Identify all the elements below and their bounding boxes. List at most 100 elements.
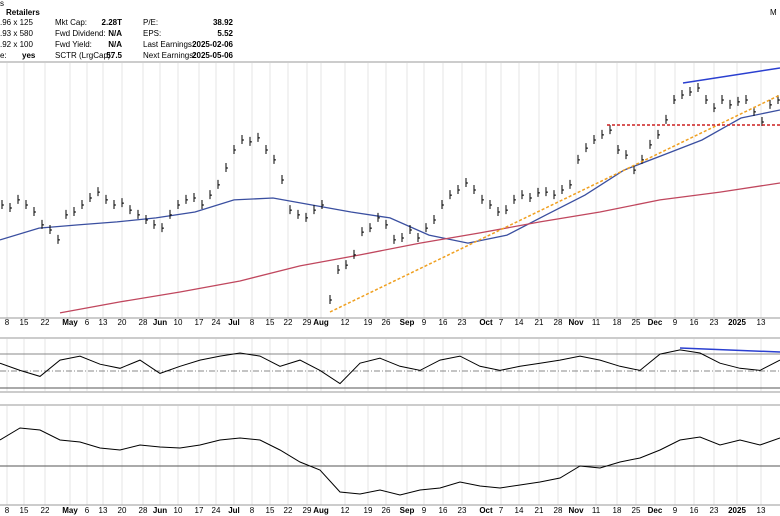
x-tick-label: 6 [85, 506, 90, 515]
x-tick-label: 18 [613, 506, 622, 515]
x-tick-label: 22 [41, 318, 50, 327]
price-bar [41, 219, 44, 229]
price-bar [281, 175, 284, 185]
price-bar [721, 95, 724, 105]
price-bar [49, 224, 52, 234]
price-bar [425, 223, 428, 233]
price-bar [209, 190, 212, 200]
price-bar [505, 205, 508, 215]
price-bar [89, 193, 92, 203]
price-bar [705, 95, 708, 105]
x-tick-label: 14 [515, 506, 524, 515]
x-tick-label: 21 [535, 318, 544, 327]
grid [6, 63, 762, 505]
price-bar [81, 199, 84, 209]
x-tick-label: 9 [673, 318, 678, 327]
price-panel [0, 61, 780, 319]
x-tick-label: Oct [479, 318, 493, 327]
price-bar [193, 193, 196, 203]
x-tick-label: Sep [400, 318, 415, 327]
price-bar [649, 139, 652, 149]
x-tick-label: 12 [341, 506, 350, 515]
x-tick-label: 18 [613, 318, 622, 327]
x-tick-label: 9 [422, 318, 427, 327]
x-tick-label: 11 [592, 506, 601, 515]
rsi-trendline [679, 347, 780, 353]
header-left: .96 x 125 [0, 18, 33, 27]
x-tick-label: 16 [439, 506, 448, 515]
x-tick-label: 2025 [728, 318, 746, 327]
price-bar [513, 194, 516, 204]
field-value: 2025-05-06 [192, 51, 233, 60]
marks [0, 82, 780, 496]
price-bar [249, 136, 252, 146]
price-bar [65, 209, 68, 219]
price-bar [681, 89, 684, 99]
x-tick-label: 22 [284, 318, 293, 327]
x-tick-label: 16 [690, 318, 699, 327]
x-tick-label: Jul [228, 506, 240, 515]
x-tick-label: 15 [266, 318, 275, 327]
indicator-line [0, 349, 780, 385]
price-bar [729, 99, 732, 109]
x-tick-label: 10 [174, 318, 183, 327]
x-tick-label: 23 [458, 506, 467, 515]
support-trendline [329, 94, 780, 313]
x-tick-label: May [62, 506, 78, 515]
corner-fragment: M [770, 8, 777, 17]
price-bar [273, 154, 276, 164]
price-bar [257, 132, 260, 142]
price-bar [601, 129, 604, 139]
price-bar [9, 202, 12, 212]
price-bar [417, 233, 420, 243]
price-bar [529, 193, 532, 203]
indicator-panel [0, 404, 780, 506]
x-tick-label: 24 [212, 318, 221, 327]
price-bar [553, 190, 556, 200]
price-bar [321, 199, 324, 209]
price-bar [345, 260, 348, 270]
price-bar [25, 199, 28, 209]
x-tick-label: 24 [212, 506, 221, 515]
x-tick-label: 16 [690, 506, 699, 515]
price-bar [177, 199, 180, 209]
price-bar [225, 162, 228, 172]
field-value: 2025-02-06 [192, 40, 233, 49]
x-tick-label: 13 [757, 506, 766, 515]
price-bar [401, 233, 404, 243]
x-tick-label: 13 [99, 318, 108, 327]
x-tick-label: 6 [85, 318, 90, 327]
price-bar [673, 95, 676, 105]
x-tick-label: 8 [250, 506, 255, 515]
x-tick-label: 14 [515, 318, 524, 327]
price-bar [609, 125, 612, 135]
price-bar [617, 144, 620, 154]
x-tick-label: 10 [174, 506, 183, 515]
price-bar [305, 212, 308, 222]
price-bar [137, 209, 140, 219]
price-bar [337, 264, 340, 274]
price-bar [121, 198, 124, 208]
price-bar [185, 194, 188, 204]
x-tick-label: 21 [535, 506, 544, 515]
x-tick-label: 8 [250, 318, 255, 327]
field-value: 5.52 [217, 29, 233, 38]
price-bar [57, 234, 60, 244]
x-tick-label: 8 [5, 506, 10, 515]
price-bar [241, 135, 244, 145]
x-tick-label: 19 [364, 318, 373, 327]
indicator-line [0, 427, 780, 496]
header-left: e: [0, 51, 7, 60]
price-bar [473, 184, 476, 194]
field-label: SCTR (LrgCap): [55, 51, 113, 60]
x-tick-label: 16 [439, 318, 448, 327]
x-tick-label: 25 [632, 506, 641, 515]
x-tick-label: Aug [313, 318, 329, 327]
field-label: EPS: [143, 29, 161, 38]
x-tick-label: 17 [195, 506, 204, 515]
resistance-trendline [682, 67, 780, 84]
field-label: Fwd Dividend: [55, 29, 106, 38]
price-bar [73, 206, 76, 216]
